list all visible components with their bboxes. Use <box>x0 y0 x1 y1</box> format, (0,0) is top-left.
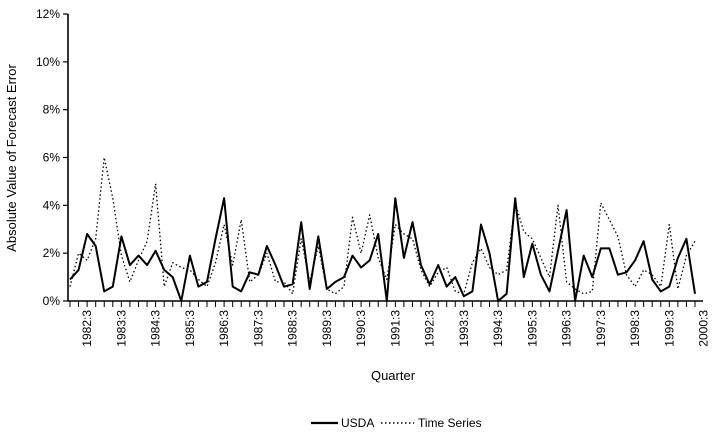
x-tick-label: 1993:3 <box>457 310 471 347</box>
y-axis: 0% 2% 4% 6% 8% 10% 12% <box>36 7 68 308</box>
series-line-time-series <box>69 156 696 295</box>
x-tick-label: 1994:3 <box>491 310 505 347</box>
x-axis: 1982:3 1983:3 1984:3 1985:3 1986:3 1987:3 1988… <box>69 301 711 347</box>
x-tick-label: 1982:3 <box>80 310 94 347</box>
legend-item-usda: USDA <box>311 416 374 430</box>
y-tick-label: 6% <box>43 151 61 165</box>
x-tick-label: 1987:3 <box>251 310 265 347</box>
x-tick-label: 1983:3 <box>114 310 128 347</box>
x-tick-label: 1984:3 <box>149 310 163 347</box>
legend-label-time-series: Time Series <box>418 416 482 430</box>
x-tick-label: 1985:3 <box>183 310 197 347</box>
y-tick-label: 8% <box>43 103 61 117</box>
x-tick-label: 1996:3 <box>560 310 574 347</box>
legend-item-time-series: Time Series <box>381 416 482 430</box>
y-tick-label: 12% <box>36 7 60 21</box>
series-line-usda <box>69 197 696 302</box>
x-axis-title: Quarter <box>371 368 416 383</box>
x-tick-label: 1988:3 <box>286 310 300 347</box>
x-tick-label: 1999:3 <box>662 310 676 347</box>
legend-label-usda: USDA <box>341 416 374 430</box>
y-tick-label: 10% <box>36 55 60 69</box>
series-lines <box>69 156 696 302</box>
x-tick-label: 2000:3 <box>697 310 711 347</box>
y-tick-label: 2% <box>43 246 61 260</box>
x-tick-label: 1997:3 <box>594 310 608 347</box>
y-tick-label: 4% <box>43 198 61 212</box>
x-tick-label: 1986:3 <box>217 310 231 347</box>
x-tick-label: 1989:3 <box>320 310 334 347</box>
x-tick-label: 1991:3 <box>388 310 402 347</box>
legend: USDA Time Series <box>311 416 482 430</box>
x-tick-label: 1990:3 <box>354 310 368 347</box>
y-tick-label: 0% <box>43 294 61 308</box>
x-tick-label: 1995:3 <box>525 310 539 347</box>
x-tick-label: 1998:3 <box>628 310 642 347</box>
x-tick-label: 1992:3 <box>423 310 437 347</box>
y-axis-title: Absolute Value of Forecast Error <box>4 64 19 252</box>
